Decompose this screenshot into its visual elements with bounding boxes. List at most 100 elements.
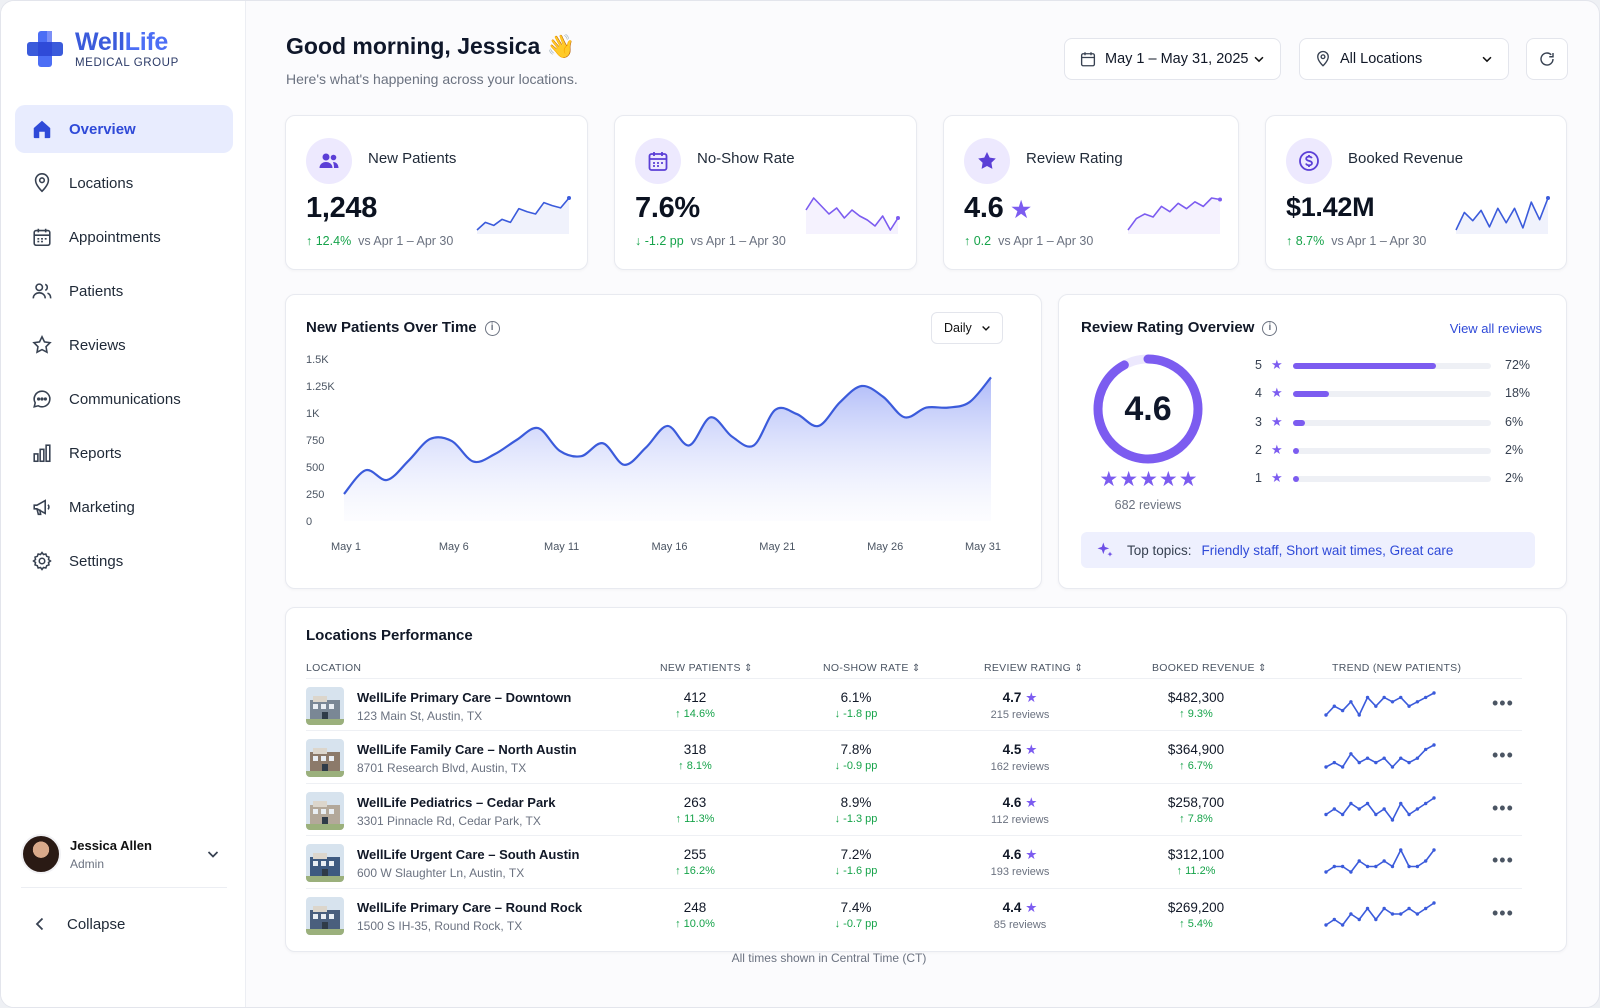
kpi-card-new-patients[interactable]: New Patients 1,248 ↑ 12.4% vs Apr 1 – Ap… <box>285 115 588 270</box>
data-point[interactable] <box>532 422 544 434</box>
table-row[interactable]: WellLife Urgent Care – South Austin 600 W… <box>306 835 1522 887</box>
more-options-button[interactable]: ••• <box>1492 797 1514 818</box>
column-header-review-rating[interactable]: REVIEW RATING ⇕ <box>984 662 1083 674</box>
user-menu[interactable]: Jessica Allen Admin <box>21 831 221 877</box>
data-point[interactable] <box>812 420 824 432</box>
table-row[interactable]: WellLife Primary Care – Round Rock 1500 S… <box>306 887 1522 940</box>
data-point[interactable] <box>575 450 587 462</box>
kpi-card-review-rating[interactable]: Review Rating 4.6 ★ ↑ 0.2 vs Apr 1 – Apr… <box>943 115 1239 270</box>
location-name[interactable]: WellLife Family Care – North Austin <box>357 742 577 758</box>
data-point[interactable] <box>467 456 479 468</box>
data-point[interactable] <box>338 488 350 500</box>
sidebar-item-appointments[interactable]: Appointments <box>15 213 233 261</box>
brand-logo[interactable]: WellLife MEDICAL GROUP <box>25 29 179 69</box>
data-point[interactable] <box>726 431 738 443</box>
data-point[interactable] <box>769 404 781 416</box>
sidebar-item-patients[interactable]: Patients <box>15 267 233 315</box>
data-point[interactable] <box>597 437 609 449</box>
view-all-reviews-link[interactable]: View all reviews <box>1449 321 1542 336</box>
y-tick-label: 1.25K <box>306 381 335 393</box>
table-row[interactable]: WellLife Primary Care – Downtown 123 Main… <box>306 678 1522 730</box>
data-point[interactable] <box>899 411 911 423</box>
star-icon: ★ <box>1271 413 1283 429</box>
kpi-delta-value: 12.4% <box>315 234 352 248</box>
sidebar-item-overview[interactable]: Overview <box>15 105 233 153</box>
sidebar-item-reviews[interactable]: Reviews <box>15 321 233 369</box>
map-pin-icon <box>1317 50 1329 67</box>
sparkline-point <box>1324 765 1328 770</box>
column-header-booked-revenue[interactable]: BOOKED REVENUE ⇕ <box>1152 662 1267 674</box>
data-point[interactable] <box>489 448 501 460</box>
data-point[interactable] <box>791 408 803 420</box>
data-point[interactable] <box>920 402 932 414</box>
kpi-card-no-show-rate[interactable]: No-Show Rate 7.6% ↓ -1.2 pp vs Apr 1 – A… <box>614 115 917 270</box>
location-name[interactable]: WellLife Pediatrics – Cedar Park <box>357 794 556 810</box>
data-point[interactable] <box>705 411 717 423</box>
date-range-picker[interactable]: May 1 – May 31, 2025 <box>1064 38 1281 80</box>
kpi-card-booked-revenue[interactable]: Booked Revenue $1.42M ↑ 8.7% vs Apr 1 – … <box>1265 115 1567 270</box>
data-point[interactable] <box>834 396 846 408</box>
table-row[interactable]: WellLife Family Care – North Austin 8701 … <box>306 730 1522 782</box>
more-options-button[interactable]: ••• <box>1492 850 1514 871</box>
sidebar-item-locations[interactable]: Locations <box>15 159 233 207</box>
sparkline-point <box>1349 870 1353 874</box>
sparkline-point <box>1357 761 1361 765</box>
info-icon[interactable]: i <box>1262 320 1278 336</box>
data-point[interactable] <box>963 396 975 408</box>
data-point[interactable] <box>748 439 760 451</box>
sparkline-point <box>1415 864 1420 869</box>
granularity-select[interactable]: Daily <box>931 312 1003 344</box>
data-point[interactable] <box>403 455 415 467</box>
table-row[interactable]: WellLife Pediatrics – Cedar Park 3301 Pin… <box>306 782 1522 835</box>
data-point[interactable] <box>640 442 652 454</box>
more-options-button[interactable]: ••• <box>1492 902 1514 923</box>
data-point[interactable] <box>683 439 695 451</box>
location-name[interactable]: WellLife Primary Care – Round Rock <box>357 899 583 915</box>
location-name[interactable]: WellLife Primary Care – Downtown <box>357 690 572 705</box>
no-show-cell: 6.1% ↓ -1.8 pp <box>796 679 916 720</box>
delta-value: 14.6% <box>683 708 715 720</box>
sidebar-item-communications[interactable]: Communications <box>15 375 233 423</box>
info-icon[interactable]: i <box>484 320 500 336</box>
data-point[interactable] <box>877 391 889 403</box>
data-point[interactable] <box>985 371 997 383</box>
new-patients-value: 318 <box>683 742 707 758</box>
more-options-button[interactable]: ••• <box>1492 693 1514 713</box>
data-point[interactable] <box>511 434 523 446</box>
data-point[interactable] <box>381 474 393 486</box>
sidebar-item-marketing[interactable]: Marketing <box>15 483 233 531</box>
data-point[interactable] <box>662 420 674 432</box>
data-point[interactable] <box>942 402 954 414</box>
sidebar-item-reports[interactable]: Reports <box>15 429 233 477</box>
sparkline-area <box>806 198 898 234</box>
more-options-button[interactable]: ••• <box>1492 745 1514 766</box>
data-point[interactable] <box>618 459 630 471</box>
column-header-location[interactable]: LOCATION <box>306 662 362 674</box>
kpi-compare: vs Apr 1 – Apr 30 <box>690 234 786 248</box>
rating-row-pct: 18% <box>1505 386 1531 401</box>
data-point[interactable] <box>446 435 458 447</box>
chevron-down-icon[interactable] <box>205 846 221 862</box>
new-patients-cell: 248 ↑ 10.0% <box>635 889 755 930</box>
data-point[interactable] <box>856 380 868 392</box>
new-patients-delta: ↑ 11.3% <box>675 812 715 825</box>
refresh-button[interactable] <box>1526 38 1568 80</box>
sidebar-item-settings[interactable]: Settings <box>15 537 233 585</box>
data-point[interactable] <box>360 464 372 476</box>
review-overview-title: Review Rating Overview i <box>1081 319 1278 336</box>
sort-icon: ⇕ <box>744 663 753 674</box>
arrow-up-icon: ↑ <box>964 234 971 248</box>
column-header-new-patients[interactable]: NEW PATIENTS ⇕ <box>660 662 753 674</box>
location-name[interactable]: WellLife Urgent Care – South Austin <box>357 847 580 863</box>
sparkline-point <box>1357 713 1361 717</box>
collapse-button[interactable]: Collapse <box>31 915 125 933</box>
sort-icon: ⇕ <box>911 663 921 674</box>
data-point[interactable] <box>424 433 436 445</box>
column-header-no-show-rate[interactable]: NO-SHOW RATE ⇕ <box>823 662 921 674</box>
top-topics-value[interactable]: Friendly staff, Short wait times, Great … <box>1201 542 1454 558</box>
location-filter[interactable]: All Locations <box>1299 38 1509 80</box>
data-point[interactable] <box>554 445 566 457</box>
sparkline-point <box>1407 761 1411 765</box>
rating-number: 4.4 <box>1002 899 1022 915</box>
